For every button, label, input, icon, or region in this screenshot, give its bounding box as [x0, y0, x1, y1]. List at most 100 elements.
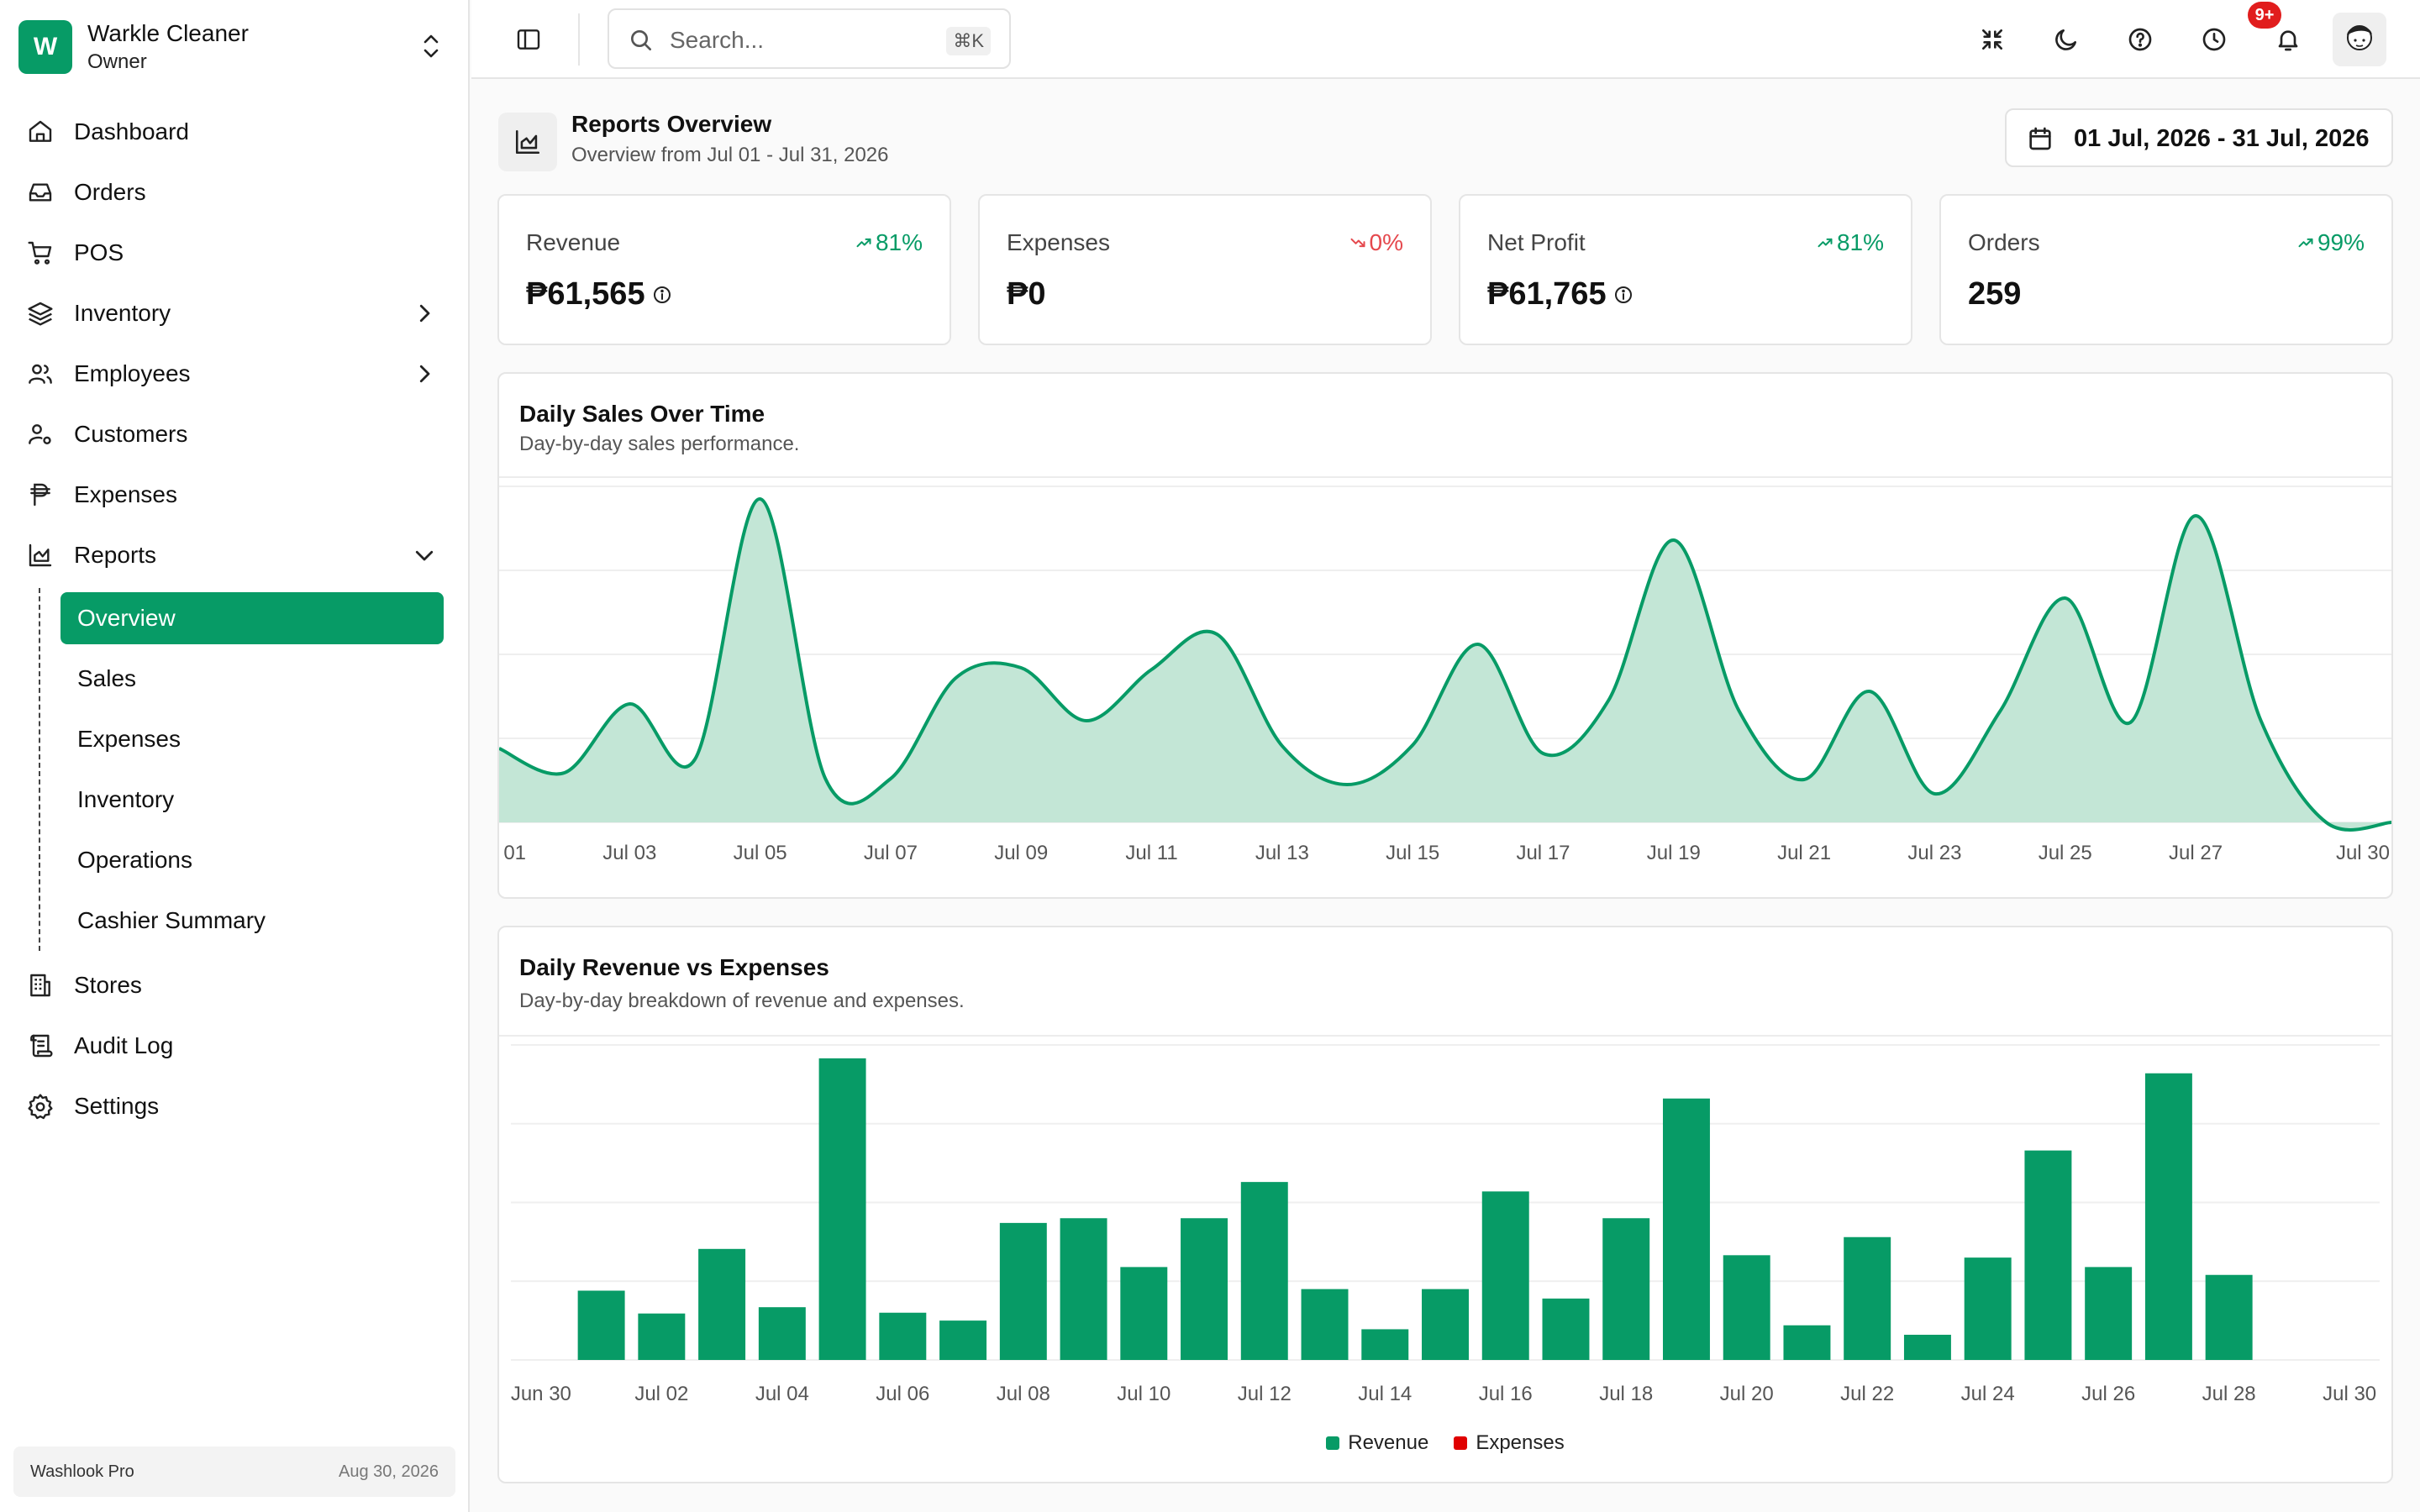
x-tick-label: Jul 26: [2081, 1383, 2135, 1405]
sales-point[interactable]: [750, 489, 771, 509]
nav-label: POS: [74, 239, 124, 265]
sales-point[interactable]: [1728, 701, 1749, 721]
sales-point[interactable]: [1402, 735, 1423, 755]
notifications-button[interactable]: [2268, 19, 2308, 60]
revenue-bar[interactable]: [1120, 1267, 1168, 1360]
revenue-bar[interactable]: [2085, 1267, 2133, 1360]
avatar[interactable]: [2333, 13, 2386, 66]
nav-pos[interactable]: POS: [18, 227, 445, 279]
sales-point[interactable]: [946, 668, 966, 688]
info-icon[interactable]: [1613, 285, 1634, 305]
revenue-bar[interactable]: [879, 1312, 927, 1360]
revenue-bar[interactable]: [1783, 1325, 1831, 1360]
revenue-bar[interactable]: [638, 1313, 686, 1360]
sidebar-toggle-button[interactable]: [508, 19, 549, 60]
x-tick-label: Jul 20: [1720, 1383, 1774, 1405]
revenue-bar[interactable]: [1964, 1257, 2012, 1360]
kpi-change: 81%: [855, 229, 923, 256]
revenue-bar[interactable]: [1602, 1218, 1650, 1360]
sales-point[interactable]: [815, 769, 835, 789]
nav-dashboard[interactable]: Dashboard: [18, 106, 445, 158]
nav-audit-log[interactable]: Audit Log: [18, 1020, 445, 1072]
sales-point[interactable]: [2251, 711, 2271, 731]
sales-point[interactable]: [1794, 769, 1814, 790]
layers-icon: [24, 297, 57, 330]
subnav-sales[interactable]: Sales: [77, 665, 137, 691]
sales-point[interactable]: [1924, 784, 1944, 804]
theme-toggle-button[interactable]: [2046, 19, 2086, 60]
revenue-bar[interactable]: [1662, 1098, 1710, 1360]
help-button[interactable]: [2120, 19, 2160, 60]
revenue-bar[interactable]: [1240, 1182, 1288, 1360]
sales-point[interactable]: [2120, 712, 2140, 732]
subnav-operations[interactable]: Operations: [77, 847, 192, 873]
sales-point[interactable]: [1990, 701, 2010, 722]
sales-point[interactable]: [1011, 658, 1031, 678]
collapse-button[interactable]: [1972, 19, 2012, 60]
revenue-bar[interactable]: [1844, 1236, 1891, 1360]
revenue-bar[interactable]: [698, 1248, 746, 1360]
nav-employees[interactable]: Employees: [18, 348, 445, 400]
search-input[interactable]: Search... ⌘K: [608, 8, 1011, 69]
sales-point[interactable]: [1207, 624, 1227, 644]
kpi-value-text: ₱61,765: [1487, 276, 1607, 312]
nav-expenses[interactable]: Expenses: [18, 469, 445, 521]
sales-point[interactable]: [1598, 690, 1618, 711]
sales-point[interactable]: [1860, 681, 1880, 701]
revenue-bar[interactable]: [818, 1058, 866, 1360]
revenue-bar[interactable]: [758, 1307, 806, 1360]
revenue-bar[interactable]: [939, 1320, 987, 1360]
revenue-bar[interactable]: [577, 1290, 625, 1361]
subnav-expenses[interactable]: Expenses: [77, 726, 181, 752]
nav-customers[interactable]: Customers: [18, 408, 445, 460]
sales-point[interactable]: [2055, 588, 2075, 608]
revenue-bar[interactable]: [999, 1222, 1047, 1360]
sales-point[interactable]: [2186, 506, 2206, 526]
sales-point[interactable]: [1272, 736, 1292, 756]
subnav-inventory[interactable]: Inventory: [77, 786, 175, 812]
sales-point[interactable]: [1142, 659, 1162, 680]
info-icon[interactable]: [652, 285, 672, 305]
revenue-bar[interactable]: [1060, 1218, 1107, 1360]
legend-item-revenue[interactable]: Revenue: [1326, 1431, 1428, 1455]
sales-point[interactable]: [1664, 530, 1684, 550]
calendar-icon: [2029, 127, 2051, 150]
nav-reports[interactable]: Reports: [18, 529, 445, 581]
sales-point[interactable]: [1338, 774, 1358, 795]
date-range-picker[interactable]: 01 Jul, 2026 - 31 Jul, 2026: [2005, 108, 2393, 167]
nav-orders[interactable]: Orders: [18, 166, 445, 218]
sales-point[interactable]: [2316, 812, 2336, 832]
x-tick-label: Jul 17: [1516, 842, 1570, 864]
search-shortcut: ⌘K: [946, 27, 991, 55]
legend-item-expenses[interactable]: Expenses: [1454, 1431, 1565, 1455]
revenue-bar[interactable]: [2205, 1274, 2253, 1360]
nav-settings[interactable]: Settings: [18, 1080, 445, 1132]
revenue-bar[interactable]: [1422, 1289, 1469, 1360]
revenue-bar[interactable]: [2024, 1150, 2072, 1360]
revenue-bar[interactable]: [1181, 1218, 1228, 1360]
sales-point[interactable]: [619, 694, 639, 714]
revenue-bar[interactable]: [1481, 1191, 1529, 1360]
sales-point[interactable]: [685, 749, 705, 769]
kpi-change: 81%: [1817, 229, 1884, 256]
revenue-bar[interactable]: [1301, 1289, 1349, 1360]
revenue-bar[interactable]: [1723, 1255, 1770, 1360]
store-switcher[interactable]: W Warkle Cleaner Owner: [18, 18, 455, 76]
revenue-bar[interactable]: [1903, 1335, 1951, 1360]
daily-sales-card: Daily Sales Over Time Day-by-day sales p…: [497, 372, 2393, 899]
revenue-bar[interactable]: [1361, 1329, 1409, 1360]
nav-stores[interactable]: Stores: [18, 959, 445, 1011]
sales-point[interactable]: [2381, 812, 2391, 832]
revenue-bar[interactable]: [2144, 1073, 2192, 1360]
sales-point[interactable]: [1468, 634, 1488, 654]
sales-point[interactable]: [881, 769, 901, 789]
history-button[interactable]: [2194, 19, 2234, 60]
sales-point[interactable]: [555, 763, 575, 783]
sales-point[interactable]: [1533, 743, 1553, 764]
subnav-cashier-summary[interactable]: Cashier Summary: [77, 907, 266, 933]
subnav-overview[interactable]: Overview: [60, 592, 444, 644]
x-tick-label: Jul 21: [1777, 842, 1831, 864]
nav-inventory[interactable]: Inventory: [18, 287, 445, 339]
revenue-bar[interactable]: [1542, 1298, 1590, 1360]
sales-point[interactable]: [1076, 711, 1097, 731]
